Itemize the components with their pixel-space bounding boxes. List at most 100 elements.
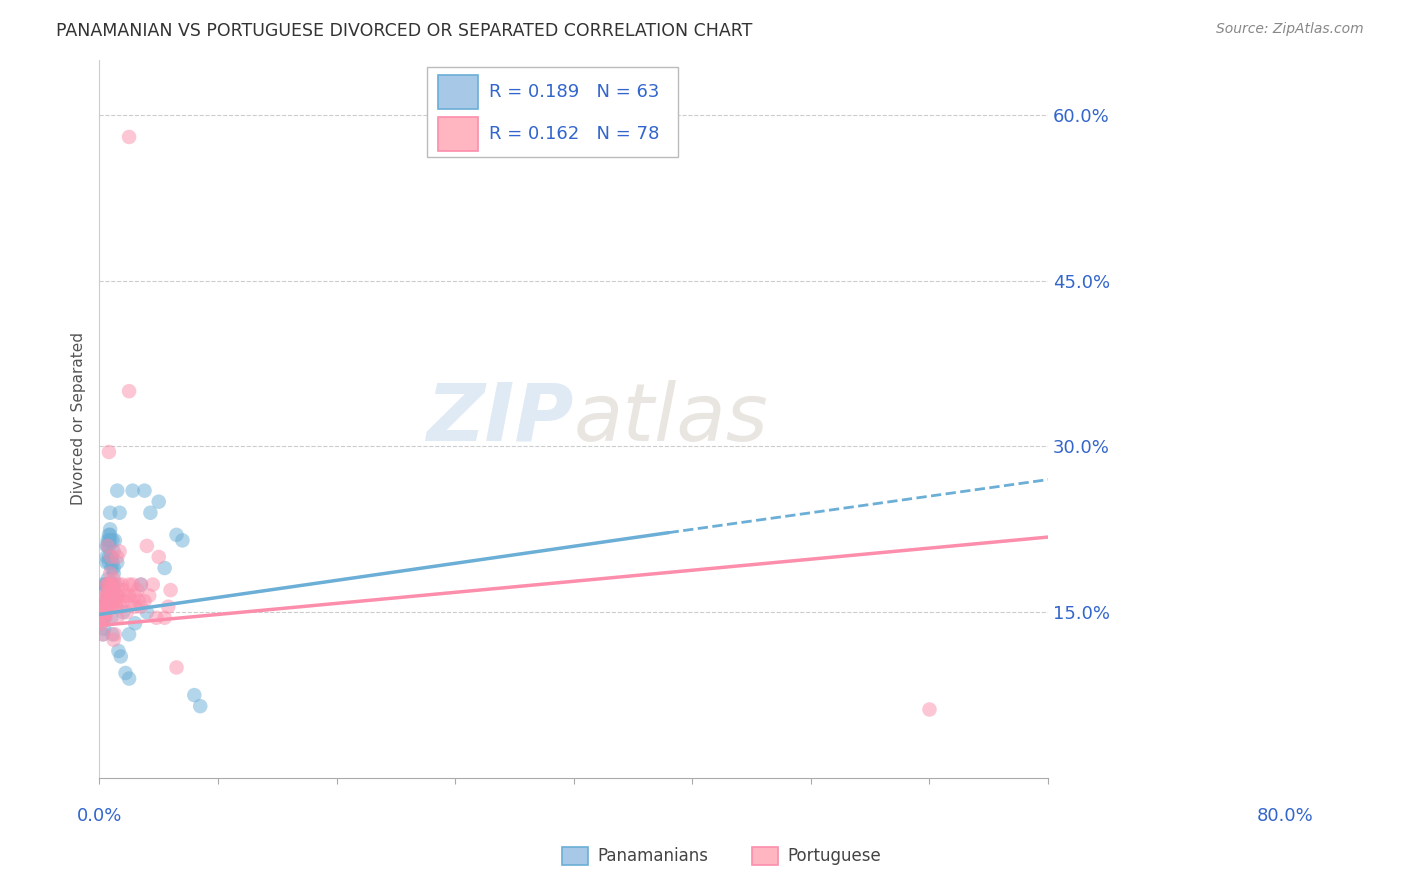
Point [93, 622, 115, 636]
Text: R = 0.162   N = 78: R = 0.162 N = 78 [489, 125, 659, 143]
Text: Panamanians: Panamanians [598, 847, 709, 865]
Point [97, 549, 120, 564]
Point [918, 702, 941, 716]
Point [91, 611, 114, 625]
Point [103, 572, 125, 586]
Point [93, 611, 115, 625]
Point [97, 577, 120, 591]
Point [97, 589, 120, 603]
Point [101, 533, 124, 548]
Point [138, 589, 160, 603]
Point [134, 483, 156, 498]
Point [90, 605, 112, 619]
Point [96, 577, 118, 591]
Point [98, 589, 121, 603]
Point [97, 599, 120, 614]
Point [96, 539, 118, 553]
Point [127, 583, 149, 598]
Point [98, 589, 121, 603]
Text: 0.0%: 0.0% [77, 806, 122, 825]
Point [118, 577, 141, 591]
Point [148, 549, 170, 564]
Text: PANAMANIAN VS PORTUGUESE DIVORCED OR SEPARATED CORRELATION CHART: PANAMANIAN VS PORTUGUESE DIVORCED OR SEP… [56, 22, 752, 40]
Point [114, 665, 136, 680]
Point [97, 583, 120, 598]
Point [129, 577, 152, 591]
Point [97, 539, 120, 553]
Point [94, 583, 117, 598]
FancyBboxPatch shape [439, 75, 478, 109]
Point [157, 599, 180, 614]
Point [91, 599, 114, 614]
Point [118, 384, 141, 399]
Point [100, 611, 122, 625]
Point [96, 577, 118, 591]
Point [166, 528, 188, 542]
Point [96, 589, 118, 603]
Point [97, 589, 120, 603]
Point [97, 533, 120, 548]
Point [93, 599, 115, 614]
Point [94, 594, 117, 608]
Point [129, 577, 152, 591]
Point [124, 599, 146, 614]
Point [101, 577, 124, 591]
Point [105, 549, 128, 564]
Point [98, 522, 121, 536]
Point [112, 594, 135, 608]
Point [97, 539, 120, 553]
Point [104, 577, 127, 591]
Point [153, 561, 176, 575]
Point [105, 594, 128, 608]
Point [94, 577, 117, 591]
Text: R = 0.189   N = 63: R = 0.189 N = 63 [489, 83, 659, 101]
Point [108, 544, 131, 558]
Point [112, 605, 135, 619]
Point [121, 483, 143, 498]
Point [96, 549, 118, 564]
Point [110, 599, 132, 614]
Point [134, 594, 156, 608]
Point [97, 577, 120, 591]
Point [97, 577, 120, 591]
Point [98, 528, 121, 542]
Point [166, 660, 188, 674]
Point [97, 445, 120, 459]
Point [97, 533, 120, 548]
Point [105, 599, 128, 614]
Point [104, 589, 127, 603]
Point [103, 632, 125, 647]
Point [94, 599, 117, 614]
Point [93, 589, 115, 603]
Point [135, 539, 157, 553]
Point [105, 556, 128, 570]
Point [91, 627, 114, 641]
Text: atlas: atlas [574, 380, 769, 458]
Point [110, 649, 132, 664]
Point [107, 577, 129, 591]
Point [112, 583, 135, 598]
Point [104, 594, 127, 608]
Point [129, 599, 152, 614]
Point [104, 533, 127, 548]
Point [103, 583, 125, 598]
Text: 80.0%: 80.0% [1257, 806, 1313, 825]
Point [121, 577, 143, 591]
Point [111, 577, 134, 591]
Point [96, 556, 118, 570]
Point [120, 594, 142, 608]
FancyBboxPatch shape [439, 117, 478, 152]
Point [100, 549, 122, 564]
Point [118, 130, 141, 145]
Point [135, 605, 157, 619]
Point [105, 589, 128, 603]
Point [91, 627, 114, 641]
Point [107, 644, 129, 658]
Point [124, 616, 146, 631]
Point [118, 589, 141, 603]
Point [97, 577, 120, 591]
Point [108, 506, 131, 520]
Point [128, 594, 150, 608]
Point [98, 566, 121, 581]
Point [103, 561, 125, 575]
